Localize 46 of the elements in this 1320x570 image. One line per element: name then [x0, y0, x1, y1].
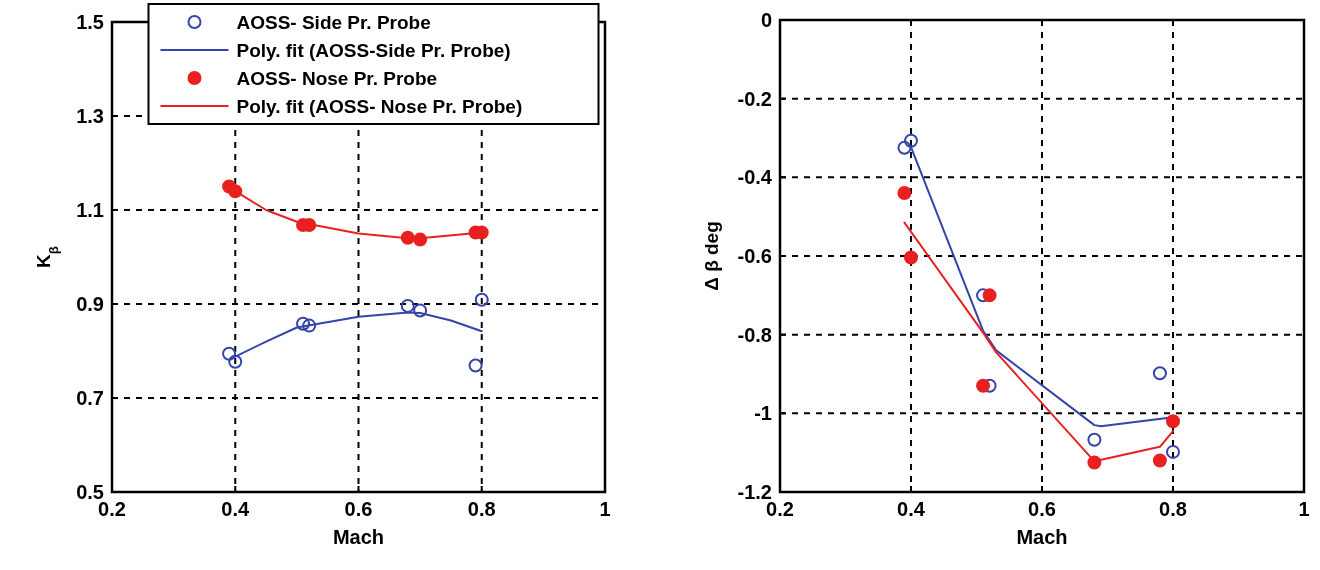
point: [1087, 432, 1102, 447]
y-tick-label: -0.6: [737, 245, 772, 267]
y-tick-label: -0.2: [737, 87, 772, 110]
point: [1152, 453, 1167, 468]
point: [897, 140, 912, 155]
legend-label: AOSS- Side Pr. Probe: [236, 12, 431, 33]
y-tick-label: 1.1: [76, 199, 104, 221]
x-tick-label: 1: [599, 498, 611, 520]
point: [904, 250, 918, 265]
y-tick-label: -0.8: [737, 323, 772, 346]
point: [904, 133, 918, 148]
point: [400, 298, 415, 313]
point: [228, 184, 243, 199]
point: [982, 288, 997, 303]
y-tick-label: 1.3: [76, 105, 104, 127]
point: [1152, 366, 1167, 381]
y-axis-title: Δ β deg: [701, 221, 722, 291]
y-tick-label: 1.5: [76, 11, 104, 33]
y-tick-label: 0.9: [76, 293, 104, 315]
legend-label: Poly. fit (AOSS- Nose Pr. Probe): [236, 96, 523, 117]
x-tick-label: 0.8: [467, 498, 496, 520]
point: [302, 318, 317, 333]
point: [296, 316, 311, 331]
legend-label: Poly. fit (AOSS-Side Pr. Probe): [236, 40, 511, 61]
point: [228, 354, 243, 369]
y-tick-label: 0: [760, 9, 772, 31]
x-axis-title: Mach: [332, 526, 385, 548]
point: [976, 378, 991, 393]
x-tick-label: 0.4: [221, 498, 251, 520]
y-tick-label: 0.7: [76, 387, 104, 409]
point: [222, 346, 237, 361]
legend-label: AOSS- Nose Pr. Probe: [236, 68, 438, 89]
y-tick-label: -0.4: [737, 166, 773, 189]
x-tick-label: 1: [1298, 498, 1310, 520]
point: [413, 303, 428, 318]
point: [1166, 444, 1180, 459]
point: [474, 292, 489, 307]
x-tick-label: 0.8: [1159, 498, 1187, 520]
point: [897, 186, 912, 201]
x-tick-label: 0.6: [1028, 498, 1056, 520]
x-axis-title: Mach: [1016, 526, 1068, 548]
point: [468, 358, 483, 373]
x-tick-label: 0.6: [344, 498, 373, 520]
point: [1166, 414, 1180, 429]
y-tick-label: -1: [754, 402, 772, 425]
x-tick-label: 0.4: [897, 498, 926, 520]
